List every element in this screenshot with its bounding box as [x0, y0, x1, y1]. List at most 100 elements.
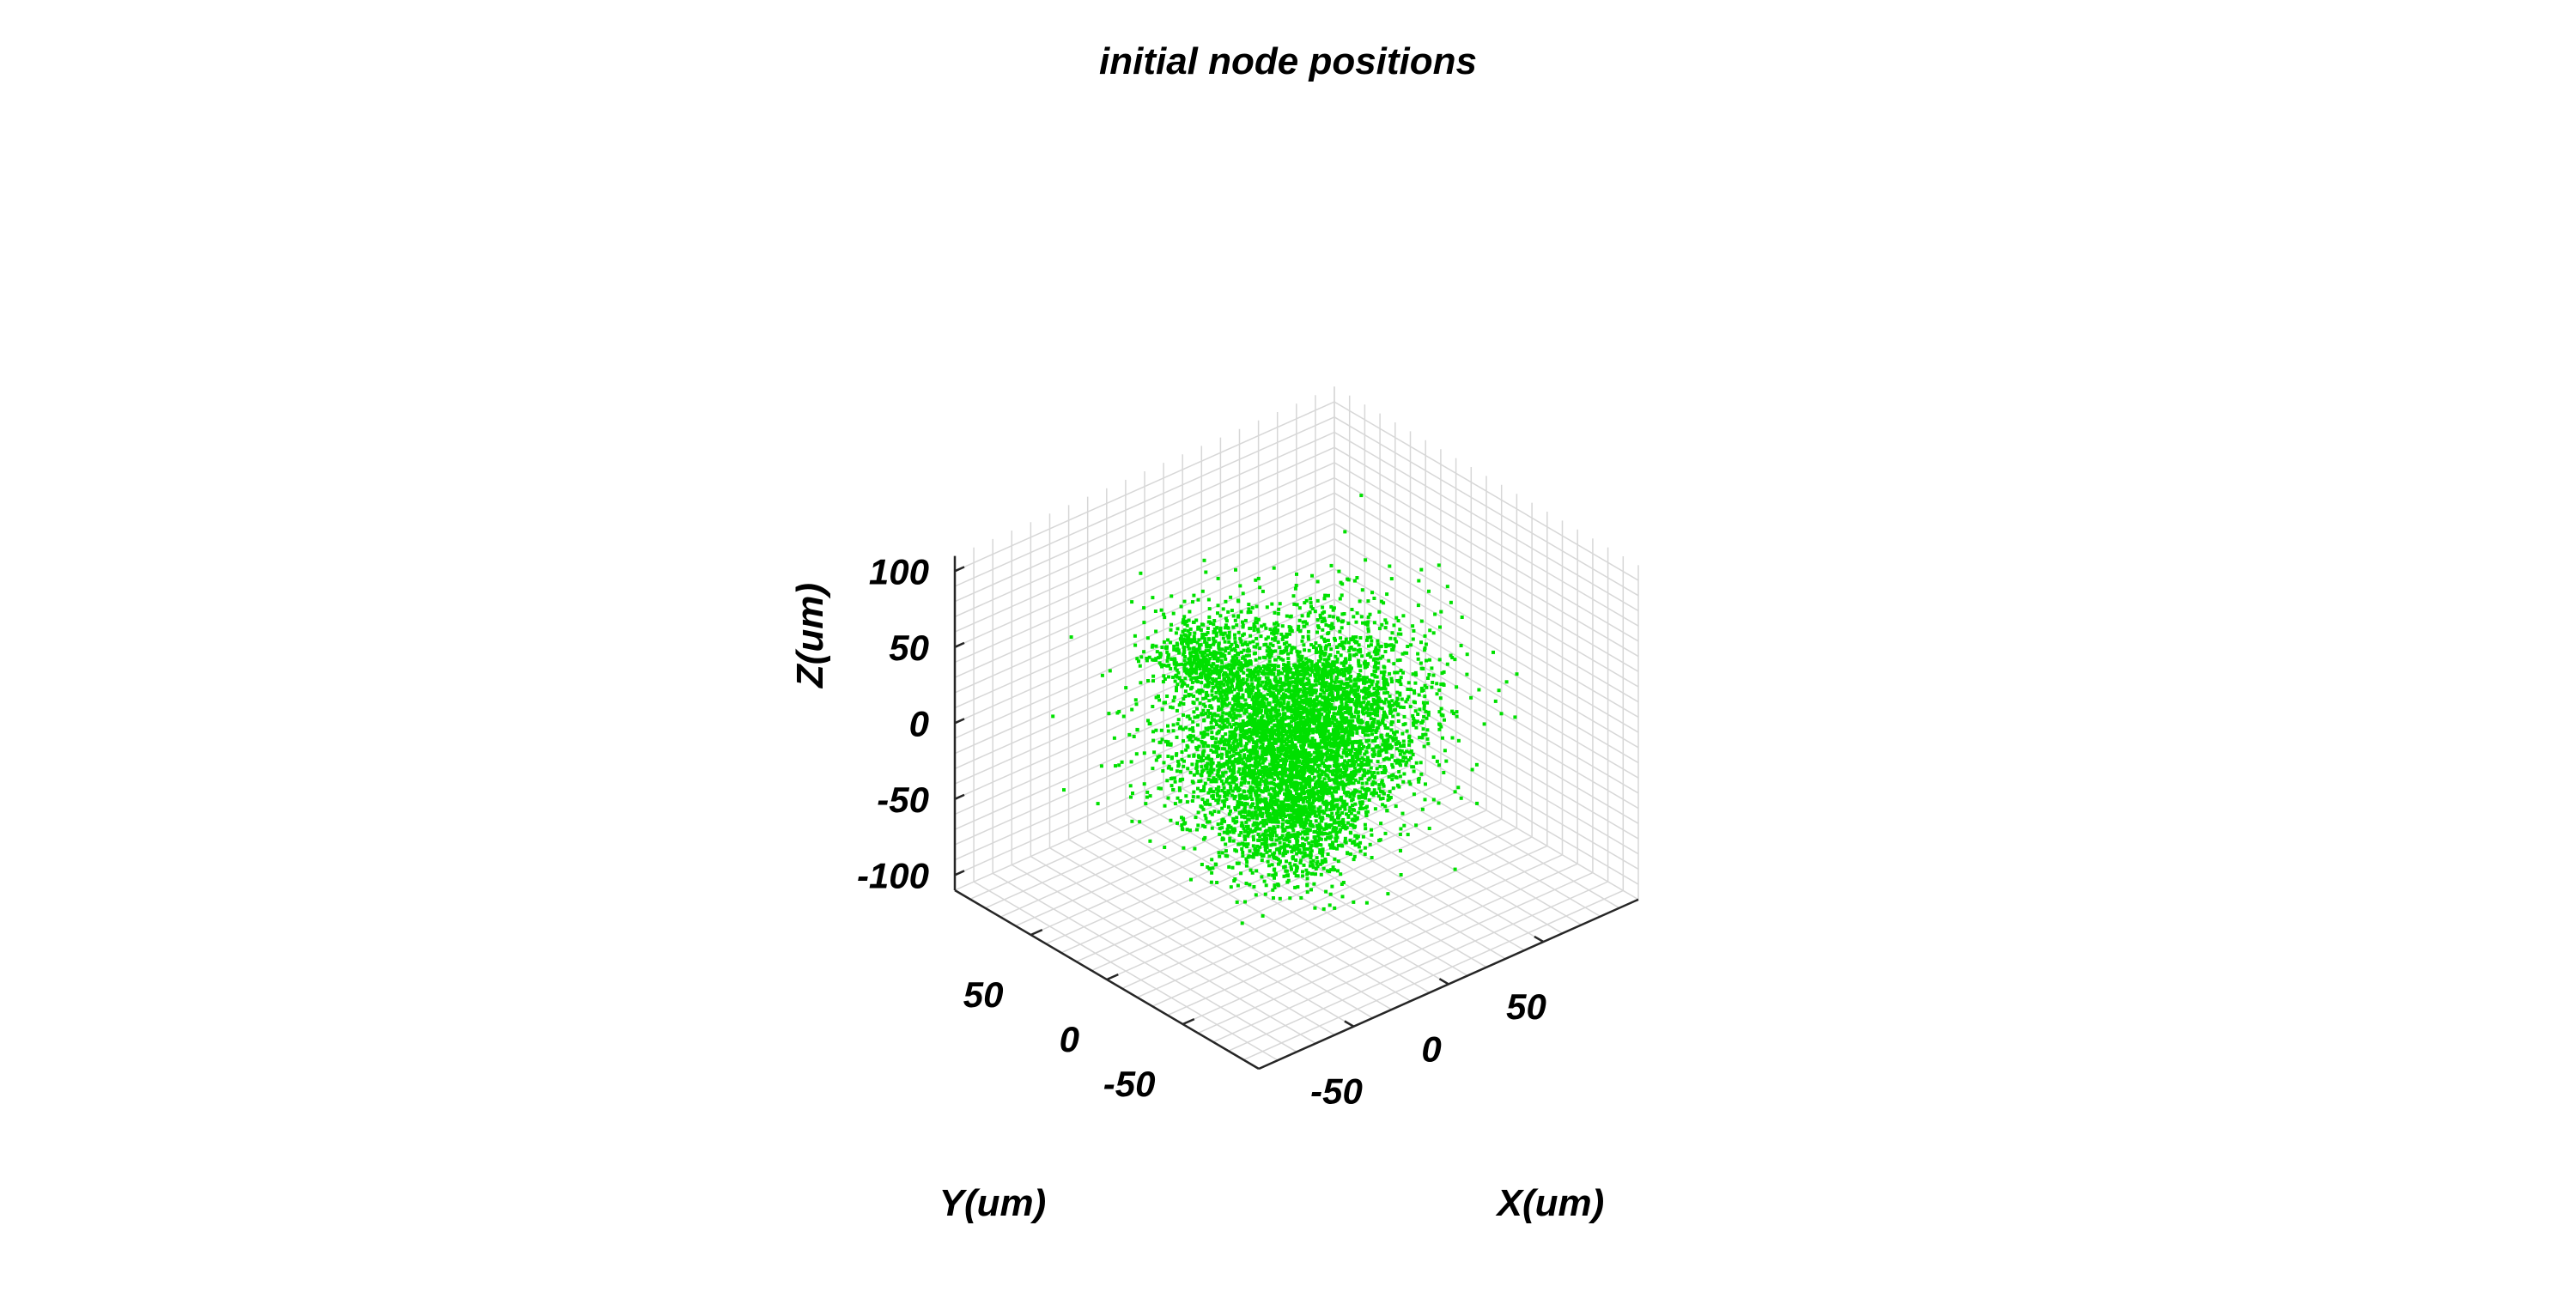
data-point: [1241, 851, 1245, 854]
data-point: [1265, 671, 1269, 676]
data-point: [1230, 725, 1233, 729]
data-point: [1267, 849, 1272, 853]
data-point: [1343, 731, 1347, 735]
data-point: [1313, 761, 1317, 765]
data-point: [1372, 687, 1376, 691]
data-point: [1352, 854, 1357, 858]
data-point: [1161, 680, 1165, 684]
data-point: [1267, 788, 1271, 792]
data-point: [1340, 895, 1345, 899]
data-point: [1399, 669, 1403, 673]
data-point: [1313, 906, 1317, 910]
data-point: [1227, 634, 1231, 638]
data-point: [1261, 695, 1265, 700]
data-point: [1167, 664, 1171, 667]
data-point: [1247, 653, 1251, 658]
data-point: [1209, 720, 1213, 725]
data-point: [1317, 713, 1321, 717]
data-point: [1206, 777, 1211, 781]
data-point: [1294, 672, 1298, 676]
data-point: [1355, 576, 1359, 579]
data-point: [1386, 798, 1390, 802]
data-point: [1175, 668, 1179, 672]
data-point: [1336, 786, 1340, 791]
data-point: [1293, 688, 1297, 693]
data-point: [1399, 632, 1403, 636]
data-point: [1189, 727, 1194, 731]
data-point: [1274, 728, 1278, 732]
data-point: [1285, 674, 1290, 678]
data-point: [1297, 618, 1302, 622]
data-point: [1166, 638, 1170, 642]
data-point: [1218, 673, 1222, 676]
data-point: [1258, 646, 1262, 651]
data-point: [1262, 879, 1267, 883]
data-point: [1405, 651, 1409, 655]
data-point: [1372, 708, 1376, 713]
data-point: [1223, 719, 1227, 723]
data-point: [1319, 688, 1323, 692]
data-point: [1162, 612, 1166, 616]
data-point: [1148, 839, 1152, 843]
data-point: [1197, 744, 1201, 749]
data-point: [1423, 683, 1427, 688]
data-point: [1272, 752, 1276, 756]
data-point: [1219, 779, 1224, 783]
data-point: [1182, 666, 1187, 670]
data-point: [1276, 731, 1280, 735]
data-point: [1318, 722, 1322, 726]
data-point: [1276, 804, 1280, 809]
data-point: [1329, 817, 1334, 822]
data-point: [1378, 797, 1382, 801]
data-point: [1162, 761, 1166, 765]
data-point: [1267, 743, 1271, 747]
data-point: [1305, 827, 1309, 831]
data-point: [1342, 697, 1346, 701]
data-point: [1319, 837, 1323, 841]
data-point: [1370, 748, 1375, 751]
data-point: [1326, 748, 1330, 752]
data-point: [1184, 725, 1188, 730]
data-point: [1346, 761, 1350, 765]
data-point: [1216, 770, 1220, 774]
data-point: [1242, 778, 1247, 782]
data-point: [1363, 794, 1367, 798]
data-point: [1192, 710, 1196, 714]
data-point: [1229, 785, 1233, 788]
data-point: [1194, 676, 1198, 680]
data-point: [1358, 599, 1362, 604]
data-point: [1252, 707, 1256, 712]
data-point: [1431, 673, 1436, 677]
data-point: [1303, 851, 1307, 855]
data-point: [1290, 695, 1294, 700]
data-point: [1214, 737, 1218, 741]
data-point: [1336, 816, 1340, 820]
data-point: [1221, 607, 1225, 611]
data-point: [1246, 855, 1250, 859]
data-point: [1296, 755, 1300, 760]
data-point: [1231, 657, 1236, 661]
data-point: [1293, 665, 1297, 670]
data-point: [1316, 834, 1321, 838]
data-point: [1256, 672, 1261, 676]
data-point: [1305, 890, 1309, 895]
grid-line: [1197, 863, 1578, 1034]
grid-line: [1334, 523, 1639, 703]
data-point: [1184, 794, 1188, 798]
data-point: [1249, 810, 1253, 815]
data-point: [1283, 712, 1287, 716]
data-point: [1327, 688, 1332, 692]
data-point: [1293, 766, 1297, 770]
data-point: [1413, 688, 1416, 693]
data-point: [1269, 793, 1273, 797]
data-point: [1234, 671, 1238, 676]
grid-line: [954, 553, 1335, 724]
data-point: [1099, 764, 1103, 768]
data-point: [1335, 720, 1340, 725]
data-point: [1292, 846, 1297, 850]
data-point: [1341, 822, 1345, 826]
data-point: [1305, 777, 1309, 781]
data-point: [1316, 679, 1320, 683]
data-point: [1351, 698, 1354, 701]
data-point: [1308, 690, 1312, 695]
